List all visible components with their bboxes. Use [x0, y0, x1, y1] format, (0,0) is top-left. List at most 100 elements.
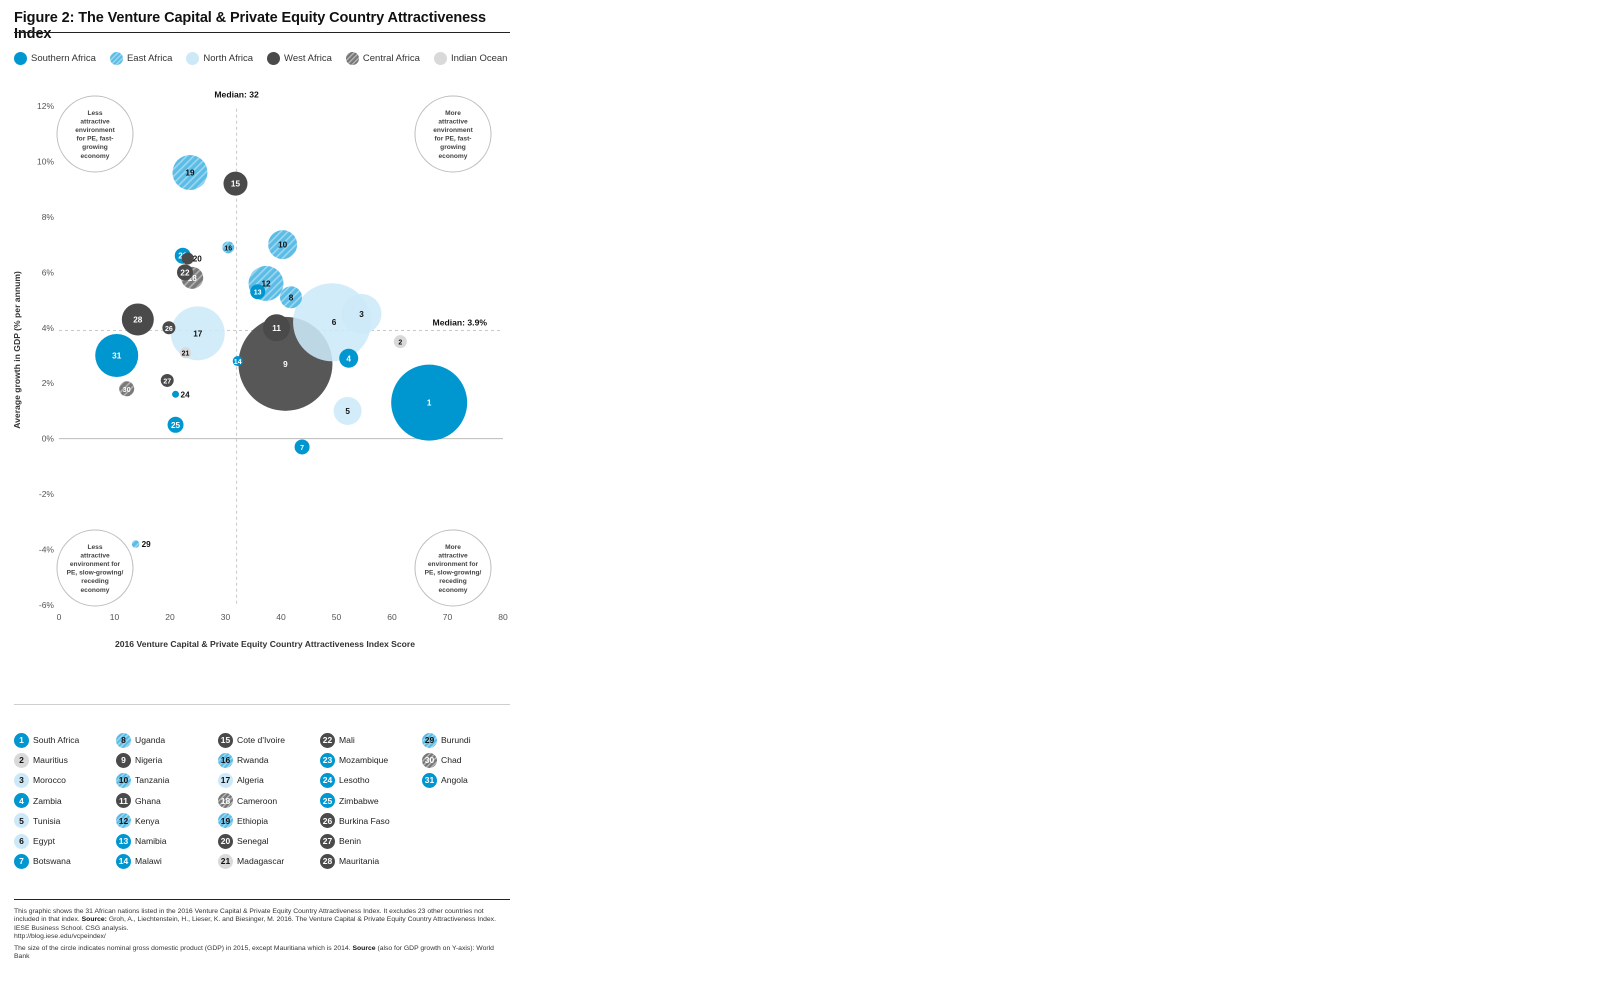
legend-item-east-africa: East Africa [109, 52, 172, 65]
y-tick-label: 12% [37, 101, 54, 111]
country-name: Burundi [441, 735, 471, 746]
country-key: 1 South Africa 2 Mauritius 3 Morocco 4 Zambia 5 T… [14, 730, 514, 875]
country-number-badge: 11 [116, 793, 131, 809]
country-key-item: 17 Algeria [218, 770, 285, 790]
y-tick-label: 8% [42, 212, 55, 222]
country-number-badge: 20 [218, 833, 233, 849]
bubble-burundi: 29 [131, 540, 152, 549]
bubble-circle [279, 286, 302, 309]
bubble-label: 7 [300, 445, 304, 452]
bubble-senegal: 20 [181, 252, 202, 265]
footnote-1: This graphic shows the 31 African nation… [14, 908, 508, 942]
y-tick-label: -2% [39, 489, 55, 499]
country-key-item: 16 Rwanda [218, 750, 285, 770]
bubble-mauritania: 28 [121, 303, 154, 336]
country-key-column: 1 South Africa 2 Mauritius 3 Morocco 4 Zambia 5 T… [14, 730, 79, 871]
country-key-column: 29 Burundi 30 Chad 31 Angola [422, 730, 471, 791]
footnote-2-text: The size of the circle indicates nominal… [14, 944, 351, 952]
country-number-badge: 5 [14, 813, 29, 829]
bubble-chart: 12% 10% 8% 6% 4% 2% 0% -2% -4% -6%0 10 20 30 40 50 60 70… [12, 90, 508, 649]
bubble-label: 10 [278, 241, 288, 250]
bubble-label: 17 [193, 329, 203, 338]
country-name: Senegal [237, 836, 269, 847]
quadrant-label-bottom-right: More attractive environment for PE, slow-gr… [414, 529, 492, 607]
y-tick-label: 4% [42, 323, 55, 333]
bubble-label: 25 [171, 421, 181, 430]
country-key-item: 15 Cote d'Ivoire [218, 730, 285, 750]
country-name: Nigeria [135, 755, 163, 766]
bubble-circle [263, 314, 291, 342]
country-number-badge: 8 [116, 732, 131, 748]
country-key-item: 1 South Africa [14, 730, 79, 750]
country-number-badge: 7 [14, 853, 29, 869]
bubble-label: 28 [133, 315, 143, 324]
bubble-circle [250, 284, 266, 300]
country-number-badge: 3 [14, 772, 29, 788]
y-tick-label: -4% [39, 545, 55, 555]
country-name: Botswana [33, 856, 71, 867]
country-number-badge: 27 [320, 833, 335, 849]
legend-item-indian-ocean: Indian Ocean [433, 52, 507, 65]
x-tick-label: 30 [221, 612, 231, 622]
country-key-item: 13 Namibia [116, 831, 169, 851]
x-tick-label: 40 [276, 612, 286, 622]
x-tick-label: 20 [165, 612, 175, 622]
country-key-column: 8 Uganda 9 Nigeria 10 Tanzania 11 Ghana 12 Kenya 1… [116, 730, 169, 871]
bubble-malawi: 14 [232, 356, 243, 367]
x-tick-label: 70 [443, 612, 453, 622]
y-tick-label: 10% [37, 156, 54, 166]
country-key-item: 19 Ethiopia [218, 811, 285, 831]
bubble-tunisia: 5 [333, 396, 362, 425]
country-number-badge: 25 [320, 793, 335, 809]
country-name: Benin [339, 836, 361, 847]
country-name: Ethiopia [237, 815, 269, 826]
quadrant-text: More attractive environment for PE, slow-gr… [425, 544, 482, 594]
bubble-circle [172, 155, 208, 191]
country-key-item: 14 Malawi [116, 851, 169, 871]
bubble-label: 8 [289, 293, 294, 302]
quadrant-text: More attractive environment for PE, fast-gr… [433, 110, 473, 160]
country-number-badge: 14 [116, 853, 131, 869]
footnotes: This graphic shows the 31 African nation… [14, 908, 508, 964]
notes-rule [14, 899, 510, 900]
country-key-item: 27 Benin [320, 831, 390, 851]
country-key-item: 9 Nigeria [116, 750, 169, 770]
footnote-2-source: (also for GDP growth on Y-axis): World B… [14, 944, 494, 961]
bubble-label: 29 [142, 540, 152, 549]
median-y-label: Median: 3.9% [433, 318, 488, 328]
quadrant-label-top-right: More attractive environment for PE, fast-gr… [414, 95, 492, 173]
bubble-rwanda: 16 [222, 241, 235, 254]
country-name: Mauritania [339, 856, 380, 867]
y-tick-label: 2% [42, 378, 55, 388]
country-number-badge: 2 [14, 752, 29, 768]
country-name: Ghana [135, 795, 161, 806]
bubble-label: 15 [231, 180, 241, 189]
x-tick-label: 10 [110, 612, 120, 622]
country-name: Uganda [135, 735, 166, 746]
bubble-label: 26 [165, 326, 173, 333]
bubble-circle [119, 381, 135, 397]
country-name: Algeria [237, 775, 264, 786]
footnote-2-source-label: Source [352, 944, 376, 952]
bubble-label: 19 [185, 169, 195, 178]
bubble-circle [223, 171, 248, 196]
bubble-circle [180, 347, 192, 359]
country-number-badge: 22 [320, 732, 335, 748]
country-key-item: 12 Kenya [116, 811, 169, 831]
bubble-label: 16 [224, 245, 232, 252]
bubble-morocco: 3 [341, 293, 382, 334]
country-key-item: 24 Lesotho [320, 770, 390, 790]
country-name: South Africa [33, 735, 80, 746]
bubble-circle [162, 321, 176, 335]
legend-item-north-africa: North Africa [186, 52, 253, 65]
bubble-benin: 27 [160, 373, 174, 387]
bubble-burkina-faso: 26 [162, 321, 176, 335]
bubble-label: 24 [181, 390, 191, 399]
bubble-circle [391, 364, 468, 441]
bubble-angola: 31 [95, 334, 139, 377]
legend-swatch [345, 52, 359, 65]
bubble-circle [222, 241, 235, 254]
quadrant-label-bottom-left: Less attractive environment for PE, slow-gr… [56, 529, 134, 607]
country-key-item: 11 Ghana [116, 791, 169, 811]
country-key-item: 20 Senegal [218, 831, 285, 851]
